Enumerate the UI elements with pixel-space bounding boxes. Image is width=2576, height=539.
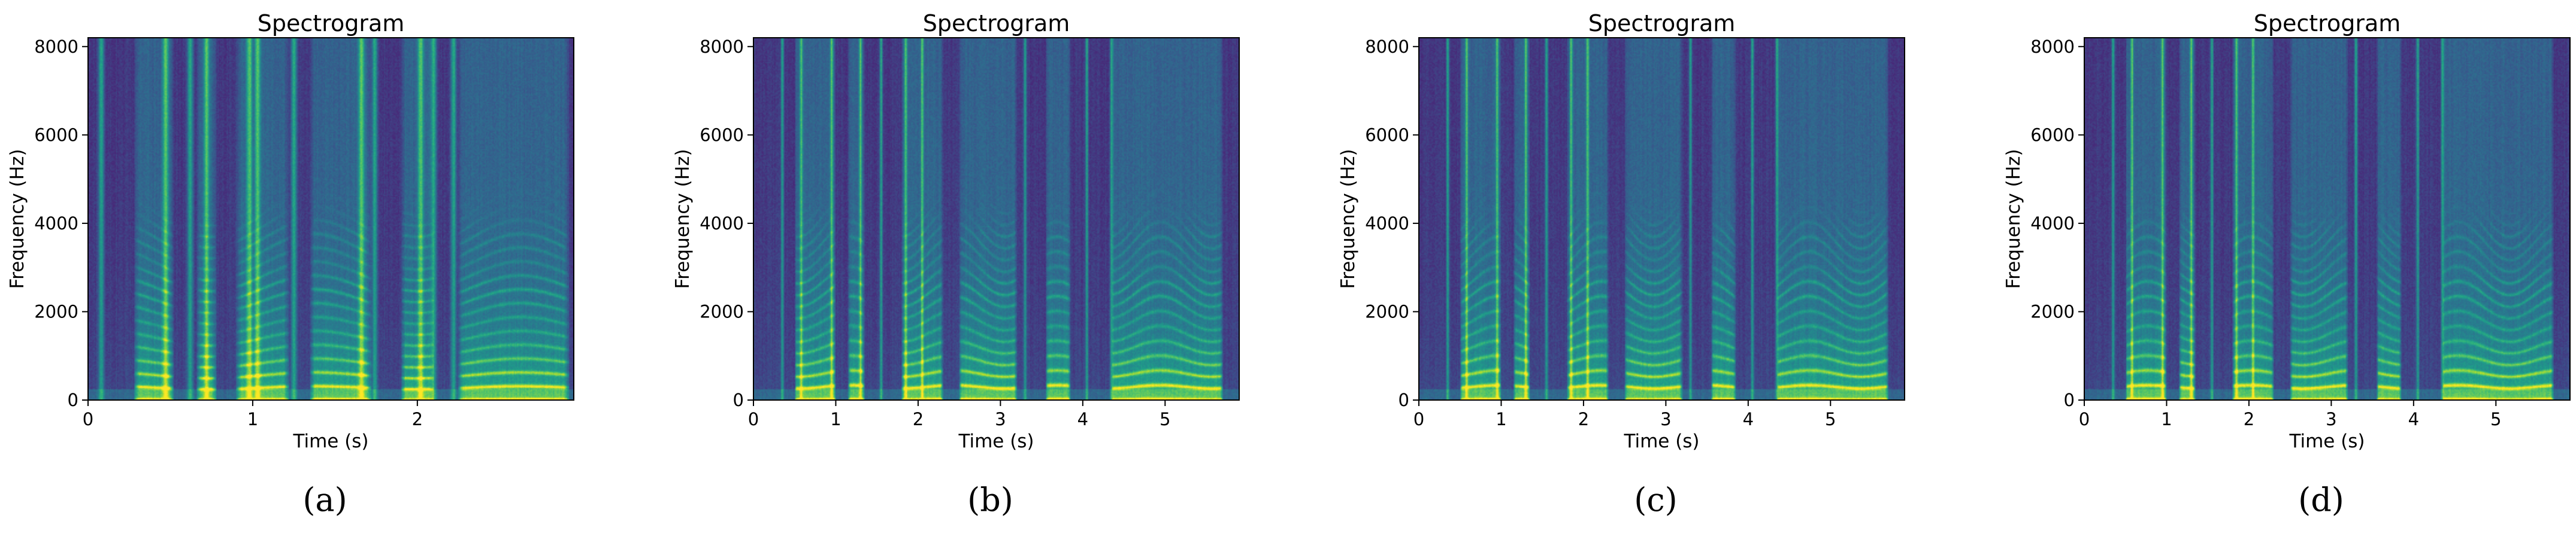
x-axis-label: Time (s): [1623, 431, 1699, 452]
y-tick-label: 2000: [2030, 301, 2075, 322]
x-tick-label: 2: [2244, 409, 2254, 429]
spectrogram-heatmap: [1419, 38, 1905, 400]
y-tick-label: 4000: [2030, 213, 2075, 234]
x-tick-label: 0: [83, 409, 93, 429]
spectrogram-panel: Spectrogram 0 1 2 3 4 5 0 2000 4000 6000 8000 Time (…: [672, 10, 1240, 519]
y-tick-label: 6000: [700, 125, 744, 145]
x-tick-label: 1: [247, 409, 258, 429]
x-tick-label: 4: [2408, 409, 2419, 429]
spectrogram-heatmap: [88, 38, 574, 400]
plot-frame: [87, 37, 574, 401]
spectrogram-panel: Spectrogram 0 1 2 3 4 5 0 2000 4000 6000 8000 Time (…: [1337, 10, 1905, 519]
y-tick-label: 6000: [34, 125, 78, 145]
panel-caption: (d): [2298, 481, 2344, 519]
spectrogram-panel: Spectrogram 0 1 2 0 2000 4000 6000 8000 Time (s) F…: [7, 10, 574, 519]
y-tick-label: 8000: [1365, 37, 1409, 57]
chart-title: Spectrogram: [258, 10, 405, 37]
y-axis-label: Frequency (Hz): [7, 149, 28, 289]
x-tick-label: 2: [1578, 409, 1589, 429]
x-tick-label: 3: [1660, 409, 1671, 429]
y-tick-label: 6000: [1365, 125, 1409, 145]
y-tick-label: 0: [733, 390, 744, 410]
y-tick-label: 2000: [1365, 301, 1409, 322]
plot-frame: [2084, 37, 2571, 401]
y-tick-label: 0: [1399, 390, 1409, 410]
x-tick-label: 3: [2326, 409, 2336, 429]
plot-frame: [1418, 37, 1905, 401]
x-tick-label: 0: [2079, 409, 2090, 429]
spectrogram-heatmap: [753, 38, 1239, 400]
x-tick-label: 5: [2490, 409, 2501, 429]
x-tick-label: 2: [412, 409, 423, 429]
y-axis-label: Frequency (Hz): [1337, 149, 1359, 289]
chart-title: Spectrogram: [923, 10, 1070, 37]
x-axis-label: Time (s): [292, 431, 368, 452]
x-axis-label: Time (s): [2289, 431, 2365, 452]
y-tick-label: 4000: [34, 213, 78, 234]
panel-caption: (b): [967, 481, 1013, 519]
x-tick-label: 1: [830, 409, 841, 429]
y-tick-label: 6000: [2030, 125, 2075, 145]
x-tick-label: 4: [1743, 409, 1754, 429]
y-tick-label: 2000: [700, 301, 744, 322]
x-tick-label: 4: [1077, 409, 1088, 429]
x-axis-label: Time (s): [958, 431, 1034, 452]
panel-caption: (a): [302, 481, 347, 519]
y-tick-label: 8000: [700, 37, 744, 57]
y-axis-label: Frequency (Hz): [2003, 149, 2024, 289]
x-tick-label: 2: [913, 409, 924, 429]
x-tick-label: 0: [748, 409, 759, 429]
spectrogram-heatmap: [2084, 38, 2570, 400]
x-tick-label: 5: [1825, 409, 1836, 429]
spectrogram-panel: Spectrogram 0 1 2 3 4 5 0 2000 4000 6000 8000 Time (…: [2003, 10, 2571, 519]
y-tick-label: 8000: [34, 37, 78, 57]
x-tick-label: 1: [1496, 409, 1506, 429]
y-tick-label: 2000: [34, 301, 78, 322]
chart-title: Spectrogram: [1588, 10, 1736, 37]
y-tick-label: 4000: [700, 213, 744, 234]
y-axis-label: Frequency (Hz): [672, 149, 694, 289]
plot-frame: [753, 37, 1240, 401]
y-tick-label: 8000: [2030, 37, 2075, 57]
panel-caption: (c): [1634, 481, 1677, 519]
x-tick-label: 5: [1160, 409, 1170, 429]
y-tick-label: 4000: [1365, 213, 1409, 234]
x-tick-label: 1: [2161, 409, 2172, 429]
x-tick-label: 0: [1413, 409, 1424, 429]
chart-title: Spectrogram: [2254, 10, 2401, 37]
x-tick-label: 3: [995, 409, 1006, 429]
y-tick-label: 0: [68, 390, 78, 410]
y-tick-label: 0: [2064, 390, 2075, 410]
